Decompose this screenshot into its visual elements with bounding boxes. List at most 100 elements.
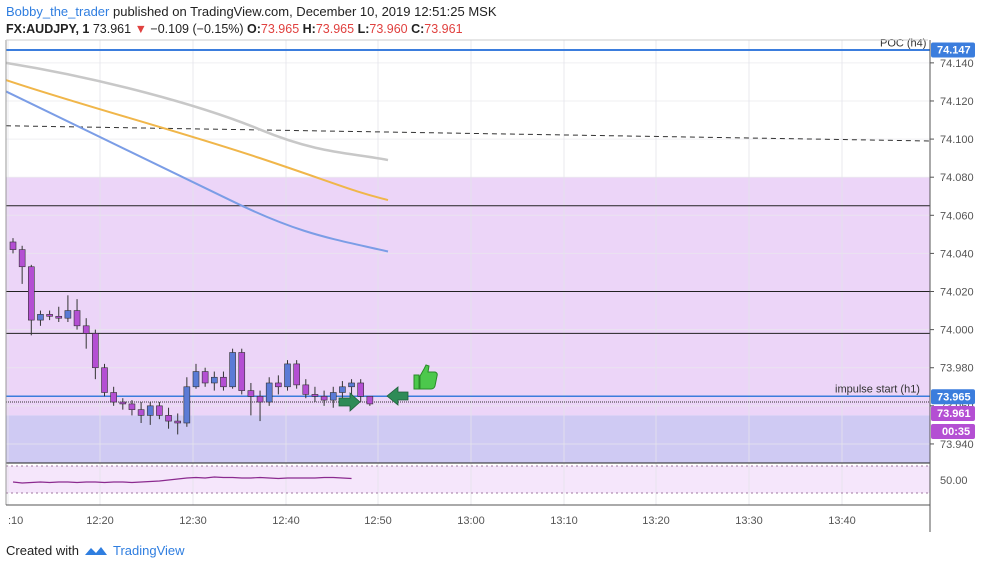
x-tick-label: :10 (8, 515, 23, 527)
rsi-tick-label: 50.00 (940, 475, 968, 487)
close-value: 73.961 (424, 22, 463, 36)
thumbs-up-icon (413, 364, 438, 390)
impulse-price-tag: 73.965 (931, 389, 975, 405)
candle-body (284, 363, 291, 388)
candle-body (247, 390, 255, 397)
x-tick-label: 13:00 (457, 515, 485, 527)
y-tick-label: 74.020 (940, 287, 974, 299)
published-text: published on TradingView.com, December 1… (112, 4, 497, 19)
rsi-band (6, 466, 930, 493)
candle-body (92, 333, 99, 369)
candle-body (27, 266, 35, 321)
ma-gray-line (5, 61, 389, 162)
created-with-text: Created with (6, 543, 79, 558)
axes: 74.140 74.120 74.100 74.080 74.060 74.040 74.0… (8, 58, 974, 527)
rsi-indicator (6, 465, 930, 494)
impulse-start-label: impulse start (h1) (835, 383, 920, 395)
poc-price-tag: 74.147 (931, 42, 975, 58)
candle-body (192, 371, 200, 388)
poc-label: POC (h4) (880, 38, 926, 50)
candle-body (201, 371, 209, 384)
publish-info: Bobby_the_trader published on TradingVie… (6, 4, 496, 19)
y-tick-label: 74.000 (940, 325, 974, 337)
author-link[interactable]: Bobby_the_trader (6, 4, 110, 19)
x-tick-label: 13:40 (828, 515, 856, 527)
candle-body (37, 314, 44, 321)
candle-body (146, 405, 154, 416)
last-price: 73.961 (92, 22, 132, 36)
candle-body (320, 396, 328, 401)
candle-body (229, 352, 236, 388)
candle-body (329, 392, 337, 401)
x-tick-label: 12:20 (86, 515, 114, 527)
candle-body (348, 382, 355, 388)
open-label: O: (247, 22, 261, 36)
tradingview-brand[interactable]: TradingView (112, 543, 185, 558)
candle-body (256, 396, 264, 403)
dashed-trendline (5, 125, 931, 142)
footer: Created with TradingView (6, 543, 185, 558)
candle-body (238, 352, 246, 391)
y-tick-label: 74.080 (940, 172, 974, 184)
candle-body (119, 401, 127, 405)
candle-body (311, 394, 319, 397)
x-tick-label: 13:10 (550, 515, 578, 527)
candle-body (265, 382, 273, 403)
candle-body (183, 386, 191, 424)
x-tick-label: 12:30 (179, 515, 207, 527)
candle-body (174, 420, 181, 424)
y-tick-label: 73.940 (940, 439, 974, 451)
low-label: L: (357, 22, 370, 36)
symbol-info: FX:AUDJPY, 1 73.961 ▼ −0.109 (−0.15%) O:… (6, 22, 463, 36)
countdown-text: 00:35 (942, 426, 970, 438)
high-label: H: (302, 22, 316, 36)
impulse-zone (6, 415, 930, 463)
candle-body (9, 241, 17, 250)
y-tick-label: 74.100 (940, 134, 974, 146)
price-change: −0.109 (−0.15%) (150, 22, 244, 36)
ma-blue-line (5, 90, 389, 253)
candle-body (357, 382, 365, 397)
y-tick-label: 73.980 (940, 363, 974, 375)
x-tick-label: 12:40 (272, 515, 300, 527)
high-value: 73.965 (315, 22, 355, 36)
y-tick-label: 74.140 (940, 58, 974, 70)
horizontal-levels (5, 49, 931, 464)
candle-body (18, 249, 26, 268)
candle-body (220, 376, 227, 388)
demand-zone (6, 177, 930, 416)
candles (9, 238, 374, 435)
poc-price-text: 74.147 (937, 45, 971, 57)
candle-body (165, 415, 172, 422)
candle-body (137, 409, 145, 416)
symbol-name: FX:AUDJPY, 1 (6, 22, 90, 36)
change-arrow-icon: ▼ (134, 22, 147, 36)
candle-body (211, 376, 218, 384)
y-tick-label: 74.060 (940, 210, 974, 222)
open-value: 73.965 (260, 22, 300, 36)
candle-body (101, 367, 108, 393)
left-arrow-icon (386, 386, 409, 406)
x-tick-label: 13:20 (642, 515, 670, 527)
candle-body (82, 325, 90, 334)
candle-body (366, 396, 374, 405)
y-tick-label: 74.120 (940, 96, 974, 108)
candle-body (302, 384, 310, 395)
candle-body (110, 392, 117, 403)
rsi-line (12, 476, 352, 484)
candle-body (64, 310, 72, 319)
tradingview-logo-icon (84, 546, 107, 555)
current-price-text: 73.961 (937, 408, 971, 420)
candle-body (55, 315, 63, 319)
current-price-tag: 73.961 (931, 406, 975, 421)
candle-body (73, 310, 81, 327)
moving-averages (5, 61, 389, 253)
candle-body (128, 403, 136, 410)
ma-orange-line (5, 79, 389, 202)
x-tick-label: 13:30 (735, 515, 763, 527)
countdown-tag: 00:35 (931, 424, 975, 439)
low-value: 73.960 (369, 22, 408, 36)
candle-body (46, 314, 53, 317)
candle-body (156, 405, 163, 416)
